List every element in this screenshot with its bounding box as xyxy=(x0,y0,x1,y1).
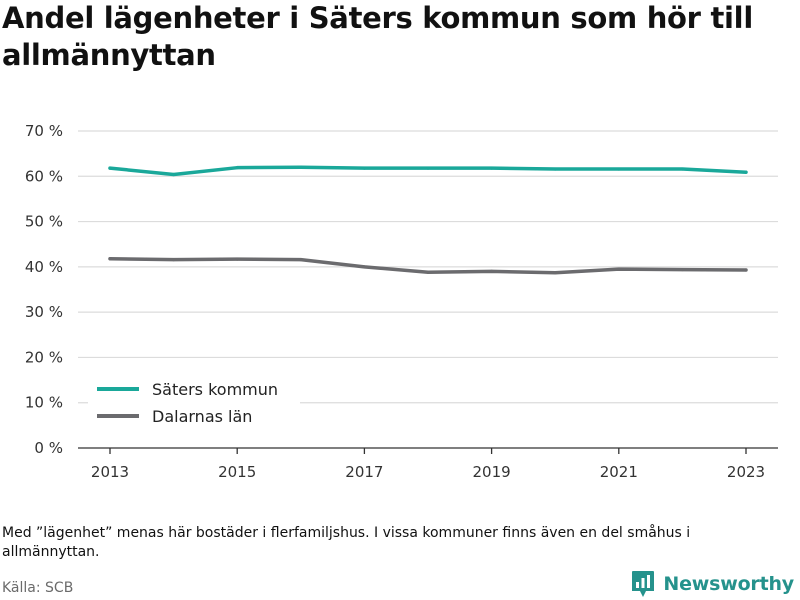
chart-title: Andel lägenheter i Säters kommun som hör… xyxy=(2,1,753,72)
x-tick-label: 2023 xyxy=(727,463,765,481)
y-tick-label: 50 % xyxy=(25,213,63,231)
data-point xyxy=(680,167,685,171)
data-point xyxy=(235,257,239,261)
legend-label: Dalarnas län xyxy=(152,407,252,426)
source-label: Källa: SCB xyxy=(2,580,74,596)
legend: Säters kommun Dalarnas län xyxy=(88,373,300,435)
data-point xyxy=(172,258,176,262)
y-tick-label: 10 % xyxy=(25,394,63,412)
footnote: Med ”lägenhet” menas här bostäder i fler… xyxy=(2,525,691,560)
data-point xyxy=(617,167,621,171)
data-point xyxy=(108,257,112,261)
x-tick-label: 2021 xyxy=(600,463,638,481)
y-tick-label: 70 % xyxy=(25,122,63,140)
y-tick-label: 20 % xyxy=(25,348,63,366)
y-tick-label: 30 % xyxy=(25,303,63,321)
data-point xyxy=(490,166,494,170)
y-tick-label: 40 % xyxy=(25,258,63,276)
x-tick-label: 2019 xyxy=(473,463,511,481)
data-point xyxy=(553,167,557,171)
data-point xyxy=(108,166,112,170)
axes: 0 % 10 % 20 % 30 % 40 % 50 % 60 % 70 % 2013 2015 2… xyxy=(25,122,778,481)
series-lines xyxy=(108,165,748,275)
data-point xyxy=(744,170,748,174)
x-tick-label: 2017 xyxy=(345,463,383,481)
data-point xyxy=(299,165,303,169)
data-point xyxy=(235,166,239,170)
data-point xyxy=(744,268,748,272)
brand-name: Newsworthy xyxy=(663,573,794,595)
y-tick-label: 0 % xyxy=(34,439,63,457)
data-point xyxy=(172,172,176,177)
data-point xyxy=(490,269,494,273)
legend-background xyxy=(88,373,300,435)
data-point xyxy=(680,267,685,272)
data-point xyxy=(426,270,430,274)
data-point xyxy=(426,166,430,170)
series-line-1 xyxy=(108,256,748,275)
data-point xyxy=(617,267,621,271)
data-point xyxy=(553,271,557,275)
data-point xyxy=(299,258,303,262)
x-tick-label: 2013 xyxy=(91,463,129,481)
data-point xyxy=(362,265,366,269)
legend-label: Säters kommun xyxy=(152,380,278,399)
brand-logo[interactable]: Newsworthy xyxy=(631,569,794,599)
y-tick-label: 60 % xyxy=(25,167,63,185)
newsworthy-logo-icon xyxy=(632,571,655,597)
data-point xyxy=(362,166,366,170)
x-tick-label: 2015 xyxy=(218,463,256,481)
